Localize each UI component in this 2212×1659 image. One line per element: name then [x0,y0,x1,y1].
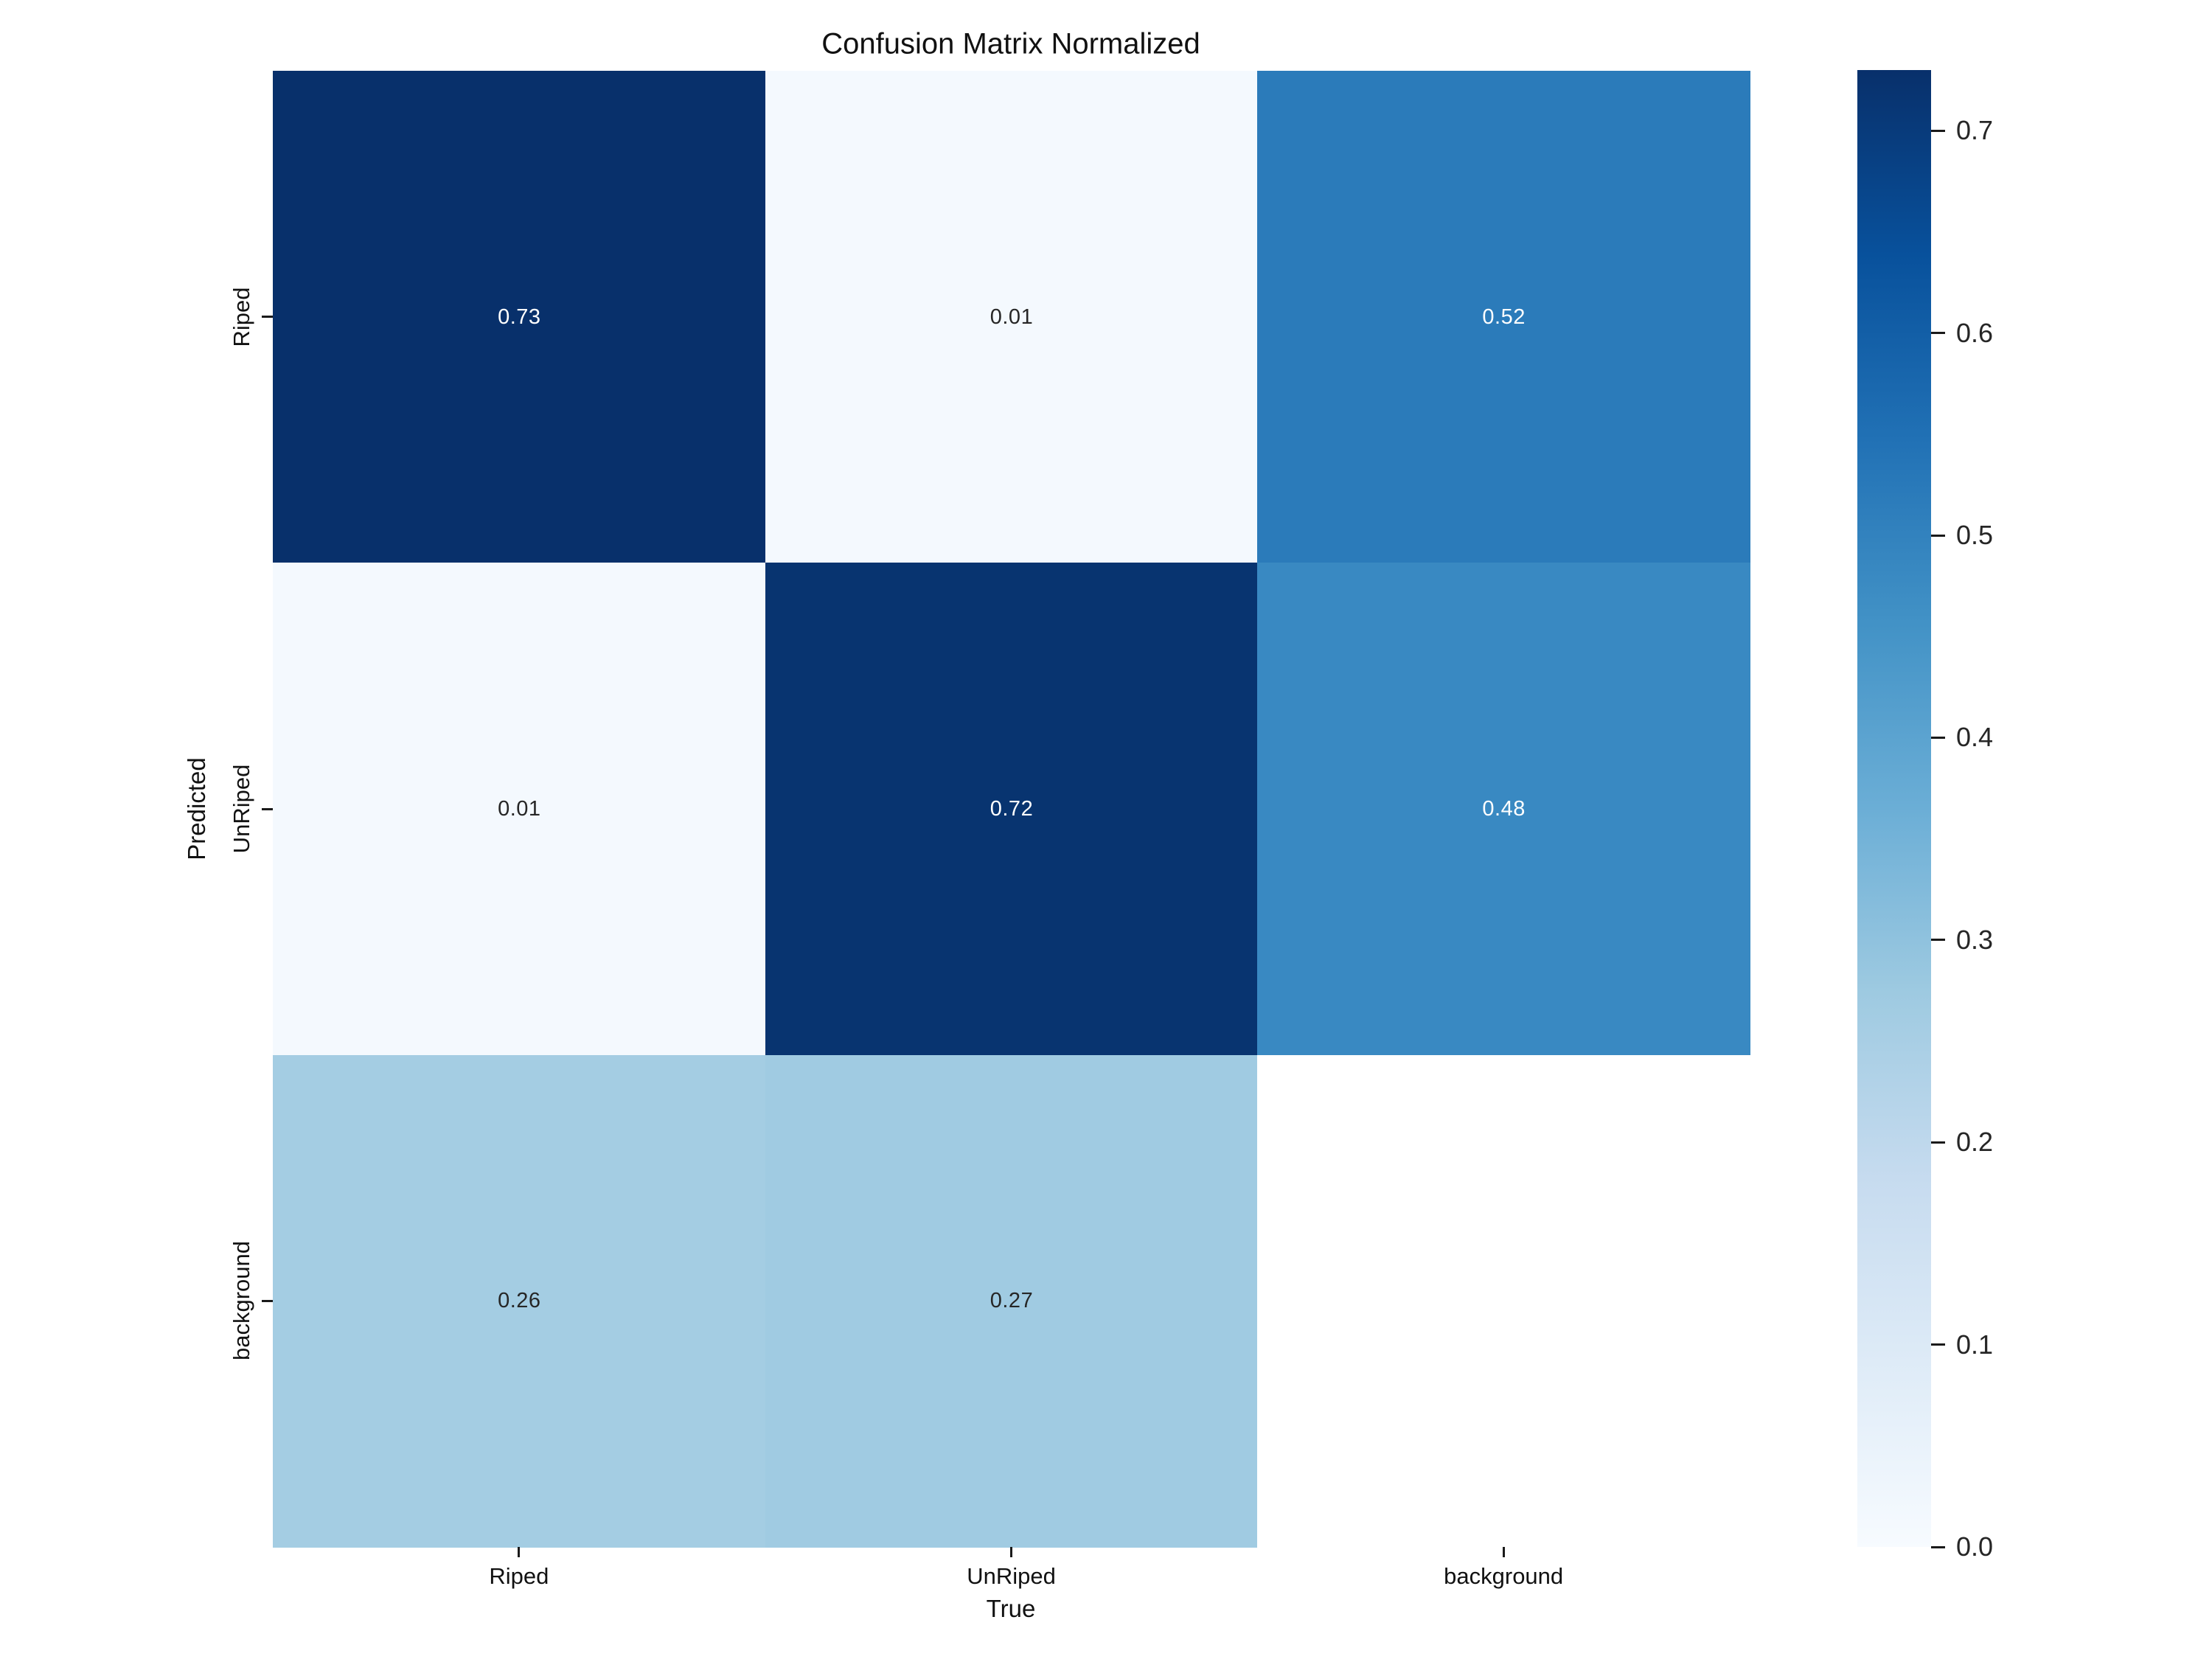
cell-value: 0.01 [990,305,1034,329]
heatmap-cell-Riped-UnRiped: 0.01 [765,71,1259,564]
cell-value: 0.27 [990,1289,1034,1313]
heatmap-grid: 0.73 0.01 0.52 0.01 0.72 0.48 0.26 0.27 [273,71,1750,1548]
x-tick-label-Riped: Riped [489,1563,549,1589]
heatmap-cell-UnRiped-Riped: 0.01 [273,563,766,1056]
colorbar-tick-mark [1931,1343,1945,1346]
x-axis-label: True [986,1595,1036,1622]
y-tick-mark [262,1299,273,1302]
colorbar-tick-label-0.0: 0.0 [1956,1531,1994,1562]
colorbar-tick-mark [1931,939,1945,942]
colorbar-tick-label-0.7: 0.7 [1956,115,1994,146]
cell-value: 0.73 [498,305,541,329]
cell-value: 0.01 [498,796,541,821]
colorbar-tick-mark [1931,1141,1945,1144]
colorbar-tick-mark [1931,534,1945,537]
y-tick-label-Riped: Riped [229,287,254,347]
colorbar-tick-mark [1931,736,1945,739]
y-tick-mark [262,316,273,319]
cell-value: 0.52 [1482,305,1526,329]
heatmap-cell-UnRiped-UnRiped: 0.72 [765,563,1259,1056]
heatmap-cell-background-Riped: 0.26 [273,1054,766,1548]
colorbar-tick-label-0.4: 0.4 [1956,722,1994,753]
heatmap-cell-Riped-Riped: 0.73 [273,71,766,564]
y-tick-label-UnRiped: UnRiped [229,764,254,854]
colorbar-tick-mark [1931,1545,1945,1548]
y-tick-label-background: background [229,1241,254,1361]
heatmap-cell-background-background [1257,1054,1750,1548]
cell-value: 0.48 [1482,796,1526,821]
x-tick-mark [518,1547,521,1557]
x-tick-mark [1502,1547,1505,1557]
chart-title: Confusion Matrix Normalized [821,27,1200,60]
colorbar [1857,70,1931,1547]
x-tick-label-background: background [1444,1563,1564,1589]
heatmap-cell-background-UnRiped: 0.27 [765,1054,1259,1548]
colorbar-tick-mark [1931,332,1945,335]
y-axis-label: Predicted [183,757,210,860]
colorbar-tick-label-0.3: 0.3 [1956,924,1994,955]
colorbar-tick-label-0.1: 0.1 [1956,1329,1994,1360]
heatmap-cell-UnRiped-background: 0.48 [1257,563,1750,1056]
heatmap-cell-Riped-background: 0.52 [1257,71,1750,564]
colorbar-tick-label-0.6: 0.6 [1956,317,1994,348]
x-tick-label-UnRiped: UnRiped [967,1563,1056,1589]
y-tick-mark [262,807,273,810]
colorbar-tick-label-0.2: 0.2 [1956,1127,1994,1158]
cell-value: 0.26 [498,1289,541,1313]
colorbar-tick-mark [1931,129,1945,132]
x-tick-mark [1010,1547,1012,1557]
cell-value: 0.72 [990,796,1034,821]
colorbar-tick-label-0.5: 0.5 [1956,520,1994,551]
